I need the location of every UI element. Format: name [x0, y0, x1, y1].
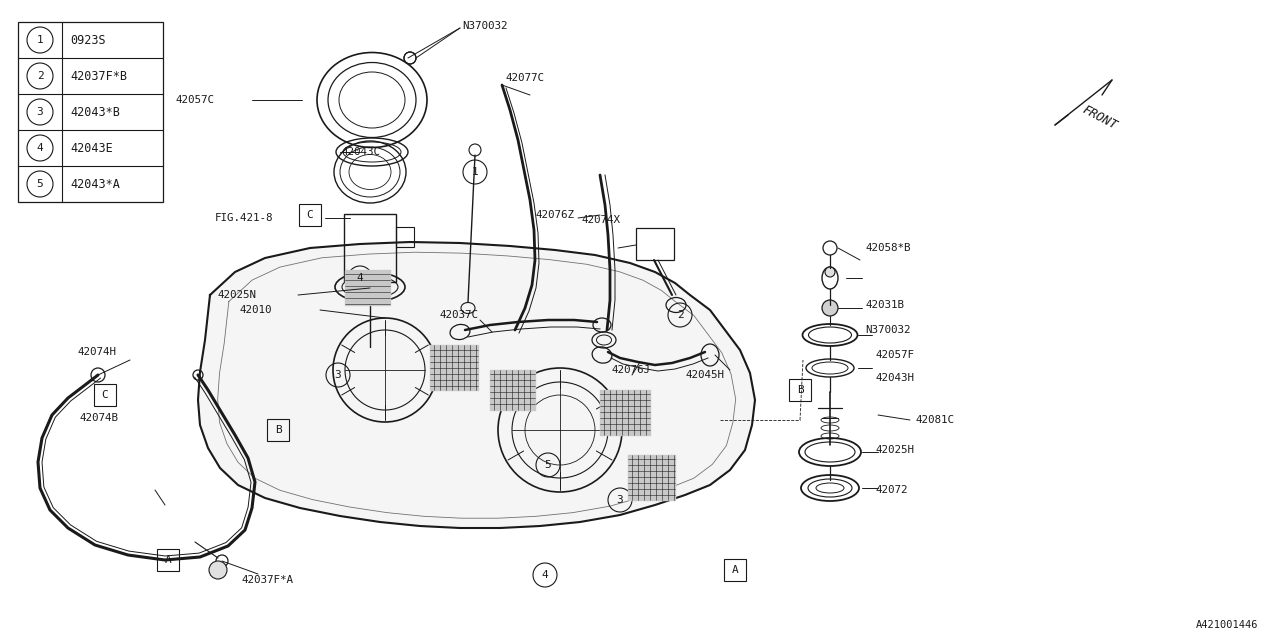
- Polygon shape: [198, 242, 755, 528]
- Text: 4: 4: [357, 273, 364, 283]
- Bar: [600, 390, 650, 435]
- Circle shape: [826, 267, 835, 277]
- Text: 42025N: 42025N: [218, 290, 257, 300]
- Polygon shape: [346, 270, 390, 305]
- Text: 5: 5: [544, 460, 552, 470]
- Text: 0923S: 0923S: [70, 33, 106, 47]
- Bar: [268, 419, 289, 441]
- Text: 42081C: 42081C: [915, 415, 954, 425]
- Text: 3: 3: [617, 495, 623, 505]
- Text: A421001446: A421001446: [1196, 620, 1258, 630]
- Bar: [396, 227, 413, 247]
- Text: 42076Z: 42076Z: [535, 210, 573, 220]
- Text: 42074B: 42074B: [79, 413, 119, 423]
- Text: 42076J: 42076J: [612, 365, 652, 375]
- Text: A: A: [732, 565, 739, 575]
- Text: 3: 3: [37, 107, 44, 117]
- Text: 2: 2: [37, 71, 44, 81]
- Text: N370032: N370032: [865, 325, 910, 335]
- Text: B: B: [796, 385, 804, 395]
- Text: 42058*B: 42058*B: [865, 243, 910, 253]
- Text: 42043*A: 42043*A: [70, 177, 120, 191]
- Circle shape: [209, 561, 227, 579]
- Polygon shape: [600, 390, 650, 435]
- Text: 2: 2: [677, 310, 684, 320]
- Bar: [300, 204, 321, 226]
- Text: 42037F*B: 42037F*B: [70, 70, 127, 83]
- Text: 42043H: 42043H: [876, 373, 914, 383]
- Bar: [93, 384, 116, 406]
- Text: 4: 4: [37, 143, 44, 153]
- Bar: [18, 22, 163, 202]
- Text: 42043*B: 42043*B: [70, 106, 120, 118]
- Polygon shape: [628, 455, 675, 500]
- Bar: [346, 270, 390, 305]
- Bar: [430, 345, 477, 390]
- Polygon shape: [490, 370, 535, 410]
- Text: 42057C: 42057C: [175, 95, 214, 105]
- Text: 42057F: 42057F: [876, 350, 914, 360]
- Text: FRONT: FRONT: [1080, 104, 1119, 132]
- Bar: [636, 228, 675, 260]
- Text: N370032: N370032: [462, 21, 507, 31]
- Text: 42074X: 42074X: [582, 215, 621, 225]
- Bar: [344, 214, 396, 282]
- Text: 1: 1: [37, 35, 44, 45]
- Text: 42043E: 42043E: [70, 141, 113, 154]
- Polygon shape: [430, 345, 477, 390]
- Text: 5: 5: [37, 179, 44, 189]
- Text: 42031B: 42031B: [865, 300, 904, 310]
- Bar: [490, 370, 535, 410]
- Text: 3: 3: [334, 370, 342, 380]
- Text: B: B: [275, 425, 282, 435]
- Bar: [628, 455, 675, 500]
- Text: 42037F*A: 42037F*A: [242, 575, 294, 585]
- Text: 42037C: 42037C: [440, 310, 479, 320]
- Text: 42045H: 42045H: [685, 370, 724, 380]
- Text: FIG.421-8: FIG.421-8: [215, 213, 274, 223]
- Text: 1: 1: [471, 167, 479, 177]
- Circle shape: [822, 300, 838, 316]
- Text: 42043C: 42043C: [342, 147, 381, 157]
- Text: 42010: 42010: [241, 305, 273, 315]
- Bar: [724, 559, 746, 581]
- Text: A: A: [165, 555, 172, 565]
- Text: 4: 4: [541, 570, 548, 580]
- Text: C: C: [101, 390, 109, 400]
- Text: 42074H: 42074H: [78, 347, 116, 357]
- Text: 42025H: 42025H: [876, 445, 914, 455]
- Bar: [157, 549, 179, 571]
- Text: 42077C: 42077C: [506, 73, 544, 83]
- Text: C: C: [307, 210, 314, 220]
- Text: 42072: 42072: [876, 485, 908, 495]
- Bar: [788, 379, 812, 401]
